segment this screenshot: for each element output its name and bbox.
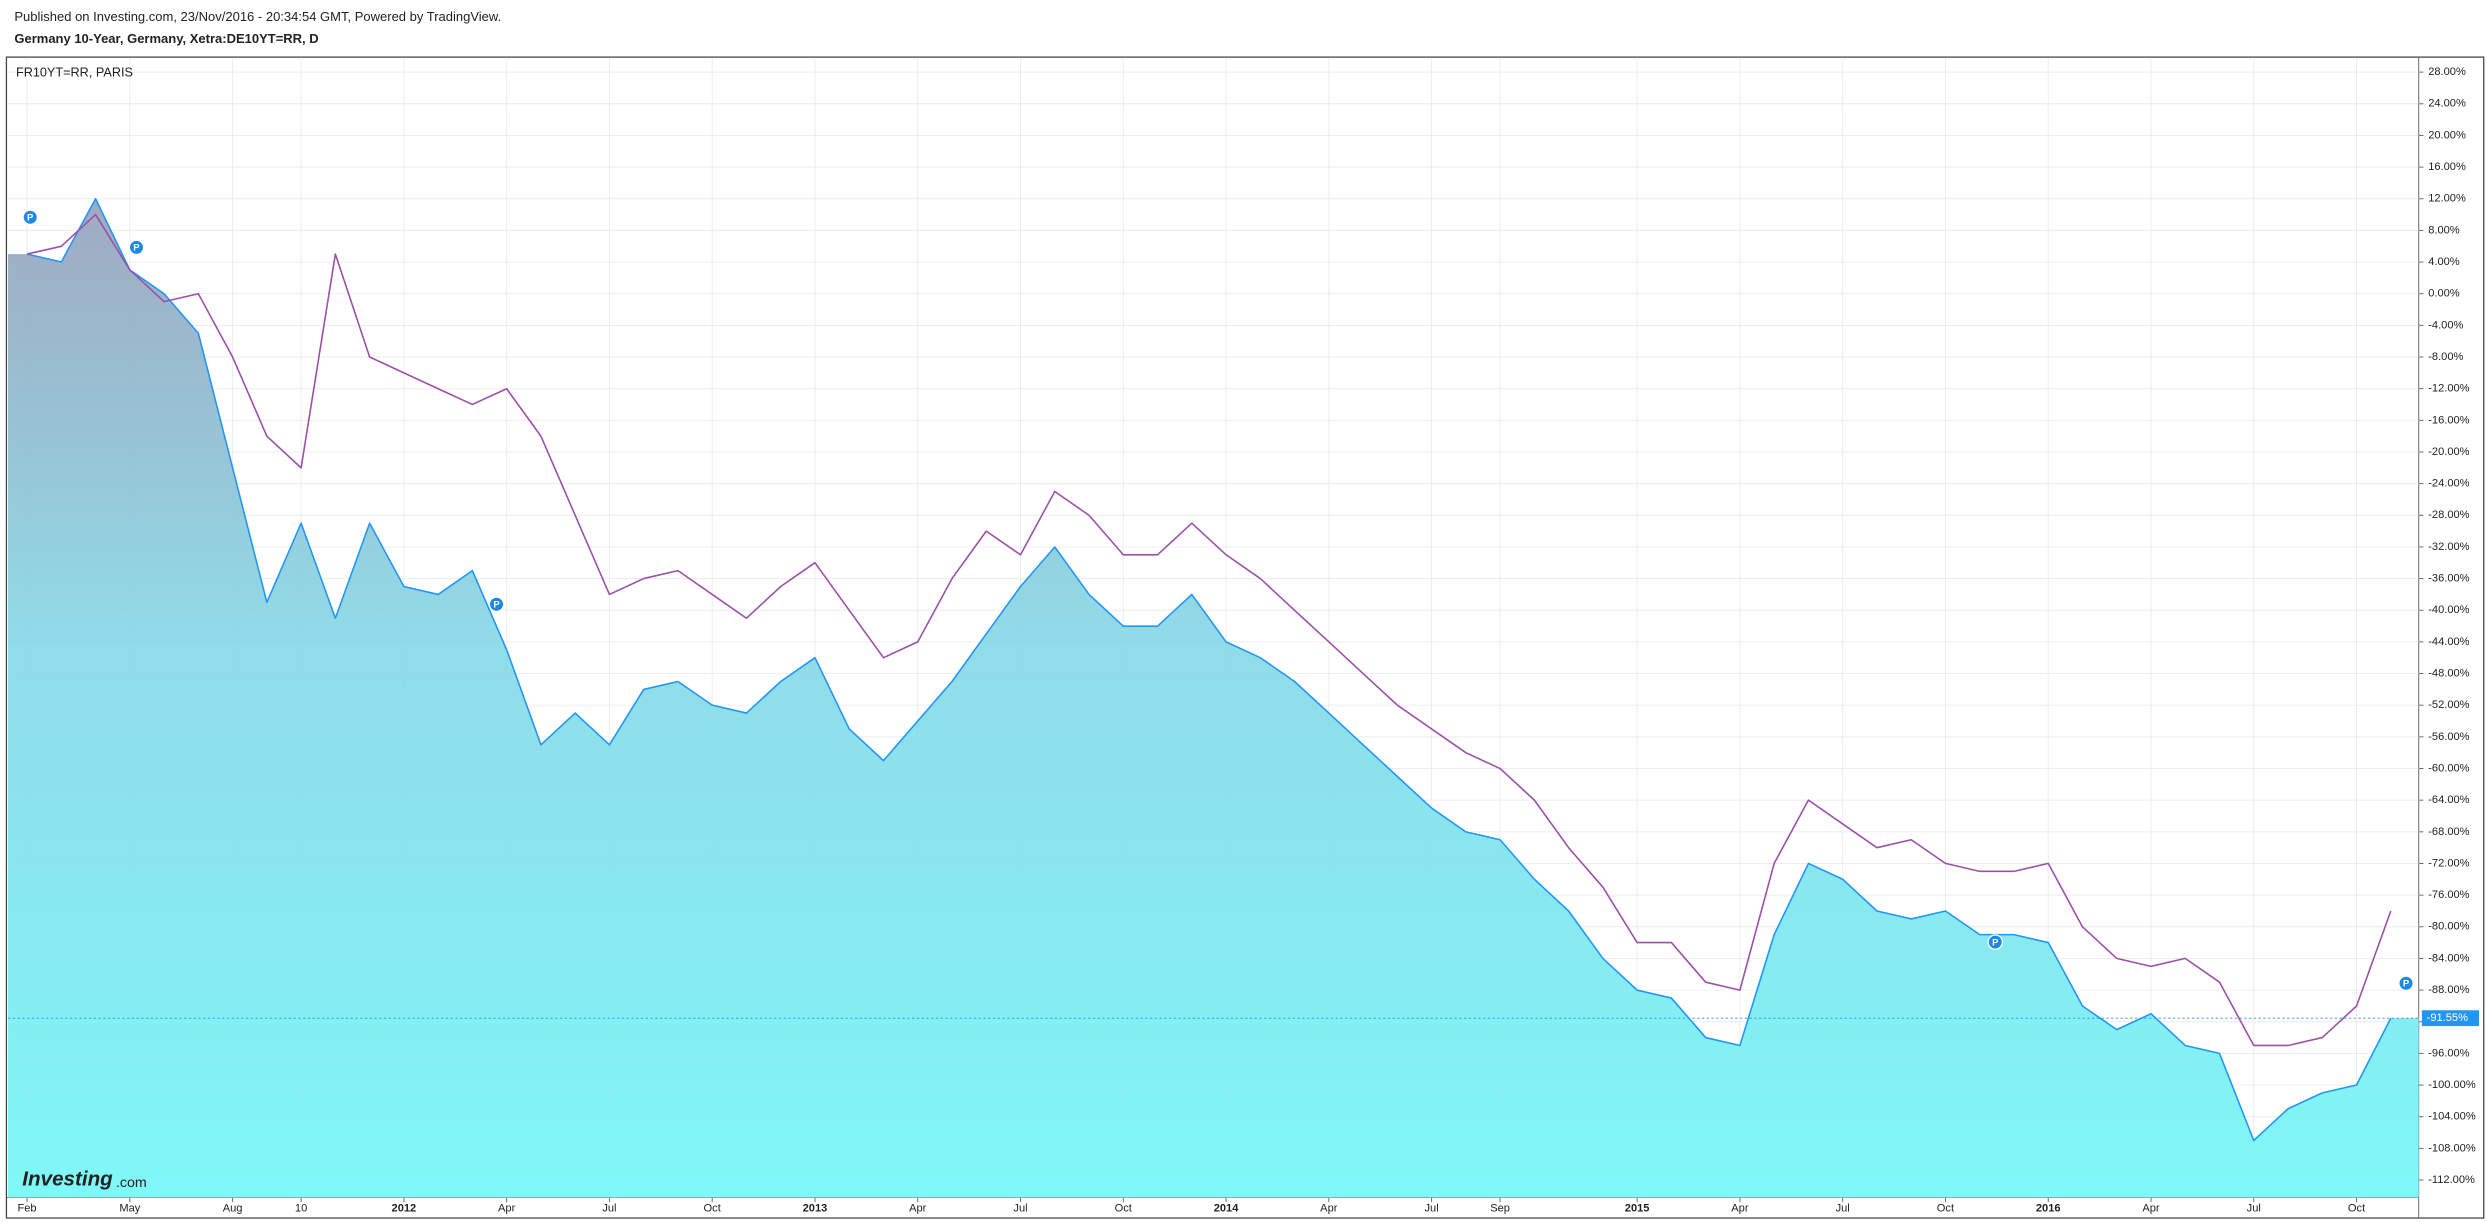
- x-tick-label: Oct: [2348, 1202, 2365, 1214]
- x-tick-label: 2013: [803, 1202, 828, 1214]
- y-tick-label: -84.00%: [2428, 952, 2469, 964]
- y-tick-label: 24.00%: [2428, 98, 2466, 110]
- x-tick-label: 2012: [392, 1202, 417, 1214]
- y-tick-label: -72.00%: [2428, 857, 2469, 869]
- y-tick-label: -112.00%: [2428, 1174, 2475, 1186]
- series-line: [26, 213, 2392, 1047]
- event-marker: [2398, 975, 2414, 992]
- x-tick-label: Apr: [909, 1202, 927, 1214]
- y-tick-label: -28.00%: [2428, 509, 2469, 521]
- y-tick-label: -24.00%: [2428, 478, 2469, 490]
- event-marker: [22, 209, 38, 226]
- x-tick-label: Apr: [1320, 1202, 1338, 1214]
- y-tick-label: -36.00%: [2428, 573, 2469, 585]
- event-marker-label: P: [2403, 979, 2410, 990]
- x-tick-label: 2016: [2036, 1202, 2061, 1214]
- y-tick-label: 16.00%: [2428, 161, 2466, 173]
- x-tick-label: Aug: [223, 1202, 243, 1214]
- plot: P P P P P: [8, 197, 2419, 1198]
- x-tick-label: May: [119, 1202, 140, 1214]
- event-marker-label: P: [493, 600, 500, 611]
- y-tick-label: -12.00%: [2428, 383, 2469, 395]
- legend-label: FR10YT=RR, PARIS: [16, 65, 133, 79]
- x-tick-label: Apr: [1731, 1202, 1749, 1214]
- y-tick-label: -60.00%: [2428, 762, 2469, 774]
- chart-title: Germany 10-Year, Germany, Xetra:DE10YT=R…: [14, 31, 318, 46]
- y-tick-label: -108.00%: [2428, 1142, 2476, 1154]
- published-note: Published on Investing.com, 23/Nov/2016 …: [14, 9, 501, 24]
- y-tick-label: 28.00%: [2428, 66, 2466, 78]
- y-tick-label: -8.00%: [2428, 351, 2463, 363]
- y-tick-label: -88.00%: [2428, 984, 2469, 996]
- x-tick-label: Apr: [2142, 1202, 2160, 1214]
- y-tick-label: -44.00%: [2428, 636, 2469, 648]
- x-tick-label: Feb: [17, 1202, 36, 1214]
- event-marker: [488, 596, 505, 613]
- event-marker-label: P: [27, 213, 34, 224]
- y-tick-label: -96.00%: [2428, 1047, 2469, 1059]
- event-marker: [128, 239, 145, 256]
- x-tick-label: Oct: [704, 1202, 721, 1214]
- x-tick-label: 2014: [1214, 1202, 1240, 1214]
- x-tick-label: Oct: [1937, 1202, 1954, 1214]
- y-tick-label: -76.00%: [2428, 889, 2469, 901]
- y-tick-label: -32.00%: [2428, 541, 2469, 553]
- y-tick-label: -16.00%: [2428, 414, 2469, 426]
- y-tick-label: 20.00%: [2428, 129, 2466, 141]
- x-tick-label: Sep: [1490, 1202, 1510, 1214]
- logo: Investing: [22, 1167, 113, 1190]
- x-tick-label: Jul: [602, 1202, 616, 1214]
- y-tick-label: -48.00%: [2428, 667, 2469, 679]
- y-tick-label: -52.00%: [2428, 699, 2469, 711]
- event-marker-label: P: [1992, 937, 1999, 948]
- y-tick-label: -4.00%: [2428, 319, 2463, 331]
- event-marker: [1987, 934, 2004, 950]
- y-tick-label: -64.00%: [2428, 794, 2469, 806]
- x-tick-label: Jul: [2247, 1202, 2261, 1214]
- axes: 28.00% 24.00% 20.00% 16.00% 12.00% 8.00% 4.00%…: [17, 66, 2479, 1214]
- y-tick-label: -20.00%: [2428, 446, 2469, 458]
- y-tick-label: 12.00%: [2428, 193, 2466, 205]
- last-value-label: -91.55%: [2427, 1012, 2468, 1024]
- y-tick-label: 4.00%: [2428, 256, 2460, 268]
- x-tick-label: 2015: [1625, 1202, 1650, 1214]
- x-tick-label: Oct: [1115, 1202, 1132, 1214]
- y-tick-label: -68.00%: [2428, 826, 2469, 838]
- y-tick-label: -40.00%: [2428, 604, 2469, 616]
- y-tick-label: -56.00%: [2428, 731, 2469, 743]
- x-tick-label: Jul: [1425, 1202, 1439, 1214]
- y-tick-label: -100.00%: [2428, 1079, 2476, 1091]
- x-tick-label: Jul: [1013, 1202, 1027, 1214]
- y-tick-label: 0.00%: [2428, 288, 2460, 300]
- event-marker-label: P: [133, 243, 140, 254]
- y-tick-label: -104.00%: [2428, 1111, 2476, 1123]
- series-area: [8, 198, 2419, 1198]
- y-tick-label: 8.00%: [2428, 224, 2460, 236]
- x-tick-label: 10: [295, 1202, 307, 1214]
- x-tick-label: Apr: [498, 1202, 516, 1214]
- last-value-box: [2421, 1010, 2479, 1027]
- x-tick-label: Jul: [1836, 1202, 1850, 1214]
- logo-suffix: .com: [116, 1175, 147, 1191]
- y-tick-label: -80.00%: [2428, 921, 2469, 933]
